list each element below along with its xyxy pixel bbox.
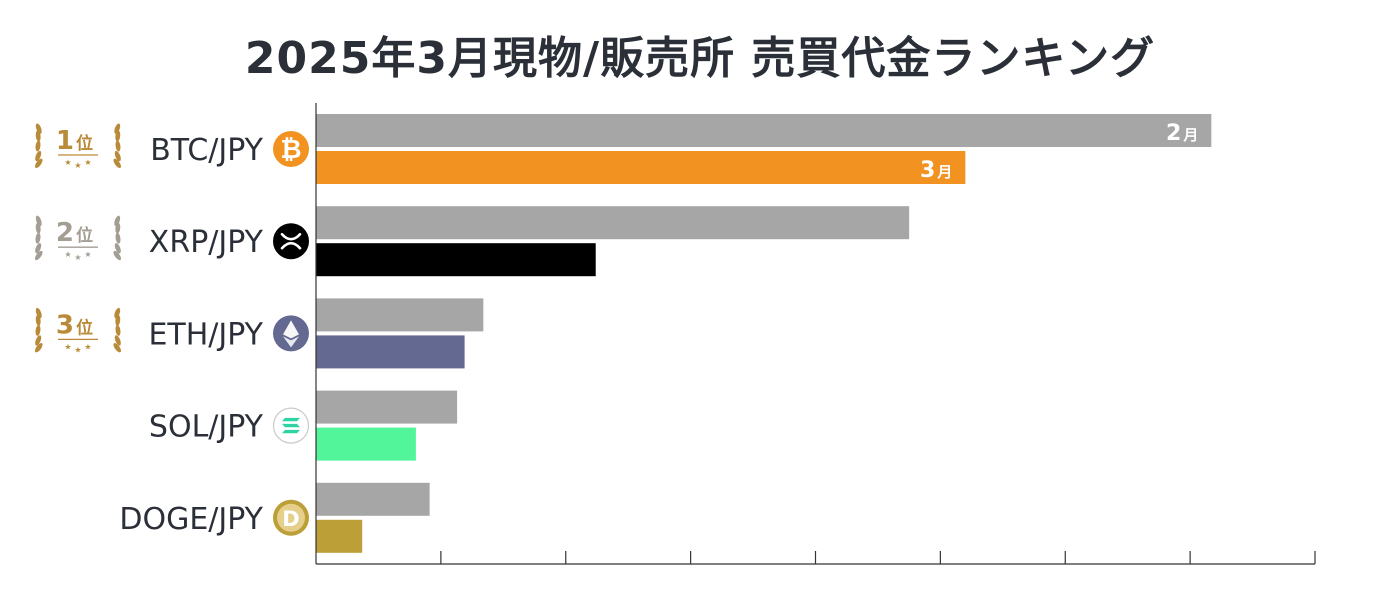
pair-label-3: ETH/JPY [148, 317, 263, 352]
pair-label-2: XRP/JPY [149, 225, 264, 260]
rank-suffix: 位 [76, 317, 93, 338]
pair-label-1: BTC/JPY [150, 133, 263, 168]
dogecoin-icon: D [273, 499, 309, 536]
bar-prev-1 [316, 114, 1212, 147]
bar-tag-prev-suffix: 月 [1182, 126, 1198, 144]
svg-text:★: ★ [74, 161, 81, 170]
rank-badge-1: 1 位★ ★ ★ [34, 123, 122, 170]
rank-number: 1 [56, 126, 74, 156]
svg-text:★: ★ [64, 158, 71, 167]
rank-suffix: 位 [76, 133, 93, 154]
rank-badge-3: 3 位★ ★ ★ [34, 307, 122, 354]
bar-curr-4 [316, 427, 416, 461]
bar-prev-2 [316, 206, 910, 240]
bar-tag-curr-suffix: 月 [936, 163, 952, 181]
bar-tag-prev: 2 [1166, 121, 1181, 146]
bar-curr-2 [316, 243, 596, 277]
bar-prev-4 [316, 390, 458, 424]
chart-title: 2025年3月現物/販売所 売買代金ランキング [244, 33, 1156, 84]
svg-text:★: ★ [64, 342, 71, 351]
bar-tag-curr: 3 [920, 158, 935, 183]
solana-icon [272, 407, 310, 444]
pair-label-4: SOL/JPY [149, 410, 264, 445]
svg-text:★: ★ [64, 250, 71, 259]
svg-text:★: ★ [84, 250, 91, 259]
bar-curr-1 [316, 151, 966, 184]
bar-curr-5 [316, 519, 363, 553]
svg-text:★: ★ [74, 253, 81, 262]
rank-suffix: 位 [76, 225, 93, 246]
svg-text:★: ★ [84, 158, 91, 167]
rank-badge-2: 2 位★ ★ ★ [34, 215, 122, 262]
bar-curr-3 [316, 335, 465, 369]
xrp-icon [273, 223, 309, 260]
bar-prev-3 [316, 298, 484, 332]
svg-text:★: ★ [74, 345, 81, 354]
bar-prev-5 [316, 482, 430, 516]
rank-number: 2 [56, 218, 74, 248]
pair-label-5: DOGE/JPY [119, 502, 263, 537]
svg-text:★: ★ [84, 342, 91, 351]
rank-number: 3 [56, 310, 74, 340]
ethereum-icon [273, 315, 309, 352]
svg-text:D: D [282, 507, 299, 531]
bitcoin-icon: ₿ [273, 131, 309, 167]
svg-text:₿: ₿ [280, 135, 301, 165]
